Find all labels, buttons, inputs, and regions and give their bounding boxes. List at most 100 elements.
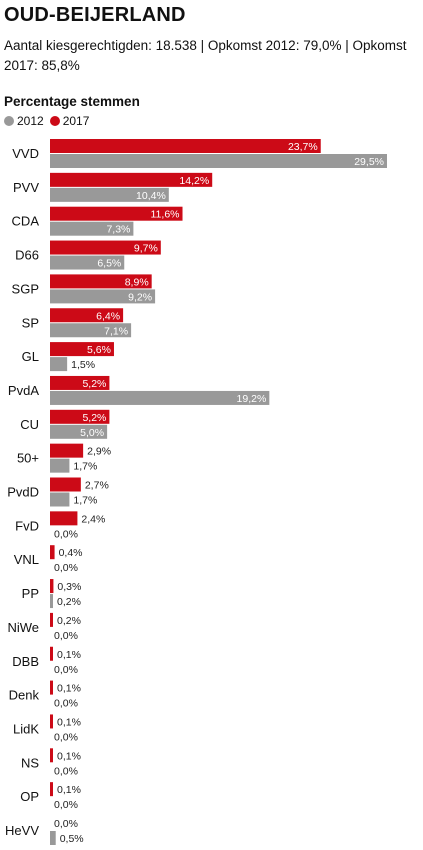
value-label-2017-cda: 11,6% <box>151 209 180 221</box>
bar-2012-pvv <box>50 187 169 202</box>
value-label-2017-vvd: 23,7% <box>288 141 318 153</box>
value-label-2012-op: 0,0% <box>54 799 78 811</box>
category-label-ns: NS <box>21 755 39 770</box>
value-label-2012-pvv: 10,4% <box>136 190 166 202</box>
value-label-2012-gl: 1,5% <box>71 359 95 371</box>
category-label-niwe: NiWe <box>7 620 39 635</box>
value-label-2017-pp: 0,3% <box>57 581 81 593</box>
value-label-2017-niwe: 0,2% <box>57 615 81 627</box>
value-label-2017-fvd: 2,4% <box>81 513 105 525</box>
category-label-op: OP <box>20 789 39 804</box>
category-label-fvd: FvD <box>15 518 39 533</box>
value-label-2017-dbb: 0,1% <box>57 649 81 661</box>
bar-2012-sp <box>50 323 132 338</box>
bar-2017-sgp <box>50 274 152 289</box>
bar-2017-lidk <box>50 714 53 729</box>
turnout-subtitle: Aantal kiesgerechtigden: 18.538 | Opkoms… <box>4 38 407 73</box>
value-label-2017-lidk: 0,1% <box>57 716 81 728</box>
bar-2017-pvda <box>50 375 110 390</box>
category-label-lidk: LidK <box>13 721 39 736</box>
value-label-2012-ns: 0,0% <box>54 765 78 777</box>
bar-2012-d66 <box>50 255 125 270</box>
category-label-cda: CDA <box>12 214 40 229</box>
category-label-pvv: PVV <box>13 180 39 195</box>
value-label-2017-sgp: 8,9% <box>125 276 149 288</box>
bar-2012-cu <box>50 424 108 439</box>
category-label-denk: Denk <box>9 688 40 703</box>
bar-2017-niwe <box>50 612 53 627</box>
value-label-2012-cu: 5,0% <box>80 427 104 439</box>
chart-legend: 2012 2017 <box>4 114 95 128</box>
value-label-2017-op: 0,1% <box>57 784 81 796</box>
value-label-2017-ns: 0,1% <box>57 750 81 762</box>
value-label-2017-pvv: 14,2% <box>179 175 209 187</box>
value-label-2012-d66: 6,5% <box>97 258 121 270</box>
bar-2017-denk <box>50 680 53 695</box>
bar-2012-pvda <box>50 390 270 405</box>
value-label-2012-sp: 7,1% <box>104 325 128 337</box>
category-label-pvda: PvdA <box>8 383 39 398</box>
bar-2017-vnl <box>50 545 55 560</box>
bar-2012-hevv <box>50 831 56 845</box>
value-label-2017-sp: 6,4% <box>96 310 120 322</box>
category-label-sp: SP <box>22 315 39 330</box>
bar-2017-sp <box>50 308 124 323</box>
bar-2012-cda <box>50 221 134 236</box>
category-label-sgp: SGP <box>12 281 39 296</box>
value-label-2017-pvdd: 2,7% <box>85 480 109 492</box>
value-label-2012-sgp: 9,2% <box>128 291 152 303</box>
category-label-pvdd: PvdD <box>7 485 39 500</box>
page-title: OUD-BEIJERLAND <box>4 4 186 26</box>
bar-2017-op <box>50 782 53 797</box>
legend-swatch-2012 <box>4 116 14 126</box>
legend-item-2012: 2012 <box>4 114 44 128</box>
bar-2017-fvd <box>50 511 78 526</box>
value-label-2012-pp: 0,2% <box>57 596 81 608</box>
category-label-gl: GL <box>22 349 39 364</box>
legend-item-2017: 2017 <box>49 114 90 128</box>
chart-title: Percentage stemmen <box>4 94 140 109</box>
bar-2012-sgp <box>50 289 156 304</box>
value-label-2012-50-: 1,7% <box>73 461 97 473</box>
bar-2017-pvdd <box>50 477 81 492</box>
category-label-hevv: HeVV <box>5 823 39 838</box>
category-label-pp: PP <box>22 586 39 601</box>
bar-2012-pp <box>50 594 53 609</box>
value-label-2012-cda: 7,3% <box>106 224 130 236</box>
value-label-2017-cu: 5,2% <box>82 412 106 424</box>
value-label-2017-vnl: 0,4% <box>59 547 83 559</box>
bar-2012-pvdd <box>50 492 70 507</box>
bar-2012-50- <box>50 458 70 473</box>
value-label-2012-vvd: 29,5% <box>354 156 384 168</box>
value-label-2012-pvda: 19,2% <box>237 393 267 405</box>
value-label-2012-pvdd: 1,7% <box>73 495 97 507</box>
bar-2017-dbb <box>50 646 53 661</box>
value-label-2017-50-: 2,9% <box>87 446 111 458</box>
bar-2017-cda <box>50 206 183 221</box>
value-label-2012-vnl: 0,0% <box>54 562 78 574</box>
bar-2017-vvd <box>50 139 321 153</box>
bar-2017-ns <box>50 748 53 763</box>
value-label-2017-gl: 5,6% <box>87 344 111 356</box>
bar-2017-pvv <box>50 172 213 187</box>
bar-2012-vvd <box>50 154 387 168</box>
value-label-2012-lidk: 0,0% <box>54 731 78 743</box>
bar-2017-cu <box>50 409 110 424</box>
legend-swatch-2017 <box>49 116 60 126</box>
value-label-2017-d66: 9,7% <box>134 243 158 255</box>
category-label-dbb: DBB <box>12 654 39 669</box>
value-label-2017-pvda: 5,2% <box>82 378 106 390</box>
legend-label-2017: 2017 <box>62 114 90 128</box>
value-label-2012-dbb: 0,0% <box>54 664 78 676</box>
bar-2017-gl <box>50 342 114 357</box>
category-label-50-: 50+ <box>17 451 39 466</box>
legend-label-2012: 2012 <box>17 114 44 128</box>
category-label-d66: D66 <box>15 248 39 263</box>
value-label-2017-denk: 0,1% <box>57 683 81 695</box>
bar-2017-50- <box>50 443 84 458</box>
bar-2017-d66 <box>50 240 161 255</box>
bar-2012-gl <box>50 357 68 372</box>
value-label-2012-hevv: 0,5% <box>60 833 84 845</box>
